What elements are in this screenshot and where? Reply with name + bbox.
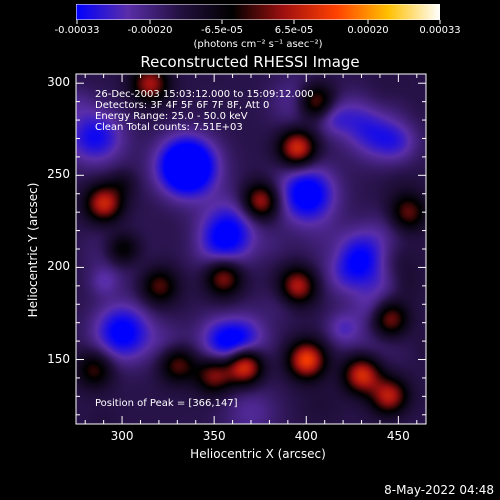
colorbar xyxy=(76,4,440,20)
chart-title: Reconstructed RHESSI Image xyxy=(140,53,360,71)
annotation-peak: Position of Peak = [366,147] xyxy=(95,398,238,409)
heatmap-image xyxy=(76,74,426,424)
colorbar-tick-label: -6.5e-05 xyxy=(201,25,243,36)
annotation-detectors: Detectors: 3F 4F 5F 6F 7F 8F, Att 0 xyxy=(95,100,270,111)
y-tick-label: 150 xyxy=(47,351,70,366)
footer-timestamp: 8-May-2022 04:48 xyxy=(384,483,494,497)
colorbar-tick-label: -0.00020 xyxy=(127,25,173,36)
x-tick-label: 300 xyxy=(110,429,134,443)
x-tick-label: 400 xyxy=(294,429,318,443)
annotation-energy: Energy Range: 25.0 - 50.0 keV xyxy=(95,111,248,122)
colorbar-tick-label: 6.5e-05 xyxy=(274,25,314,36)
y-axis-label: Heliocentric Y (arcsec) xyxy=(26,182,40,318)
y-tick-label: 200 xyxy=(47,259,70,274)
y-tick-label: 250 xyxy=(47,167,70,182)
x-tick-label: 450 xyxy=(386,429,410,443)
colorbar-tick-label: -0.00033 xyxy=(54,25,100,36)
colorbar-units: (photons cm⁻² s⁻¹ asec⁻²) xyxy=(193,39,323,50)
x-axis-label: Heliocentric X (arcsec) xyxy=(190,447,326,461)
colorbar-tick-label: 0.00033 xyxy=(419,25,461,36)
colorbar-ticks xyxy=(76,20,441,24)
annotation-clean: Clean Total counts: 7.51E+03 xyxy=(95,122,243,133)
annotation-time-range: 26-Dec-2003 15:03:12.000 to 15:09:12.000 xyxy=(95,89,314,100)
x-tick-label: 350 xyxy=(202,429,226,443)
y-tick-label: 300 xyxy=(47,75,70,90)
colorbar-tick-label: 0.00020 xyxy=(347,25,389,36)
